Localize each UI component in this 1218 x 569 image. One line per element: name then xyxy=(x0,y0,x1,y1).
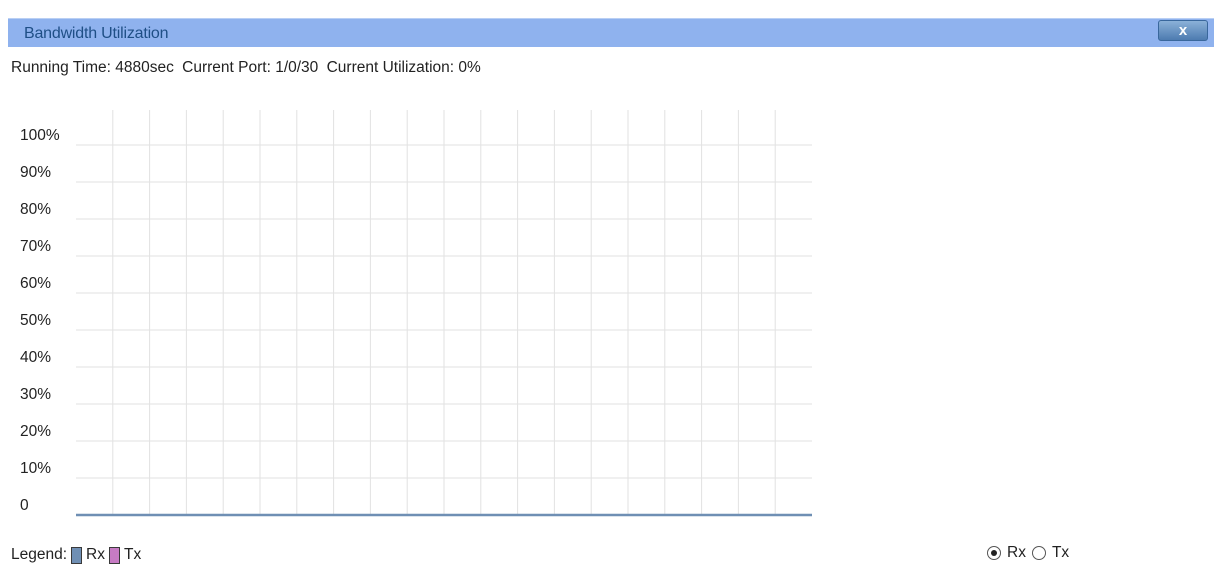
radio-tx[interactable] xyxy=(1031,546,1046,560)
y-tick-label: 30% xyxy=(20,386,51,403)
running-time: Running Time: 4880sec xyxy=(11,59,174,76)
current-utilization: Current Utilization: 0% xyxy=(326,59,481,76)
utilization-chart: 0 10% 20% 30% 40% 50% 60% 70% 80% 90% 100% xyxy=(20,110,812,517)
y-tick-label: 60% xyxy=(20,275,51,292)
radio-rx[interactable] xyxy=(987,546,1001,560)
rx-tx-selector: Rx Tx xyxy=(987,544,1075,562)
legend-swatch-rx xyxy=(71,546,83,564)
close-button[interactable]: x xyxy=(1158,20,1208,41)
y-tick-label: 10% xyxy=(20,460,51,477)
legend-item-rx: Rx xyxy=(86,546,105,563)
y-tick-label: 20% xyxy=(20,423,51,440)
radio-tx-label[interactable]: Tx xyxy=(1051,544,1070,561)
legend-item-tx: Tx xyxy=(123,546,142,563)
horizontal-gridlines xyxy=(76,144,812,479)
y-tick-label: 40% xyxy=(20,349,51,366)
legend-label: Legend: xyxy=(11,546,68,563)
y-axis-ticks: 0 10% 20% 30% 40% 50% 60% 70% 80% 90% 100% xyxy=(20,127,60,514)
legend: Legend: Rx Tx xyxy=(11,546,141,564)
status-line: Running Time: 4880sec Current Port: 1/0/… xyxy=(11,59,485,77)
y-tick-label: 80% xyxy=(20,201,51,218)
window-title: Bandwidth Utilization xyxy=(24,25,169,42)
y-tick-label: 90% xyxy=(20,164,51,181)
current-port: Current Port: 1/0/30 xyxy=(182,59,319,76)
vertical-gridlines xyxy=(112,110,776,515)
y-tick-label: 0 xyxy=(20,497,29,514)
y-tick-label: 50% xyxy=(20,312,51,329)
radio-rx-label[interactable]: Rx xyxy=(1007,544,1026,561)
y-tick-label: 70% xyxy=(20,238,51,255)
title-bar: Bandwidth Utilization x xyxy=(8,18,1214,47)
y-tick-label: 100% xyxy=(20,127,60,144)
legend-swatch-tx xyxy=(108,546,120,564)
